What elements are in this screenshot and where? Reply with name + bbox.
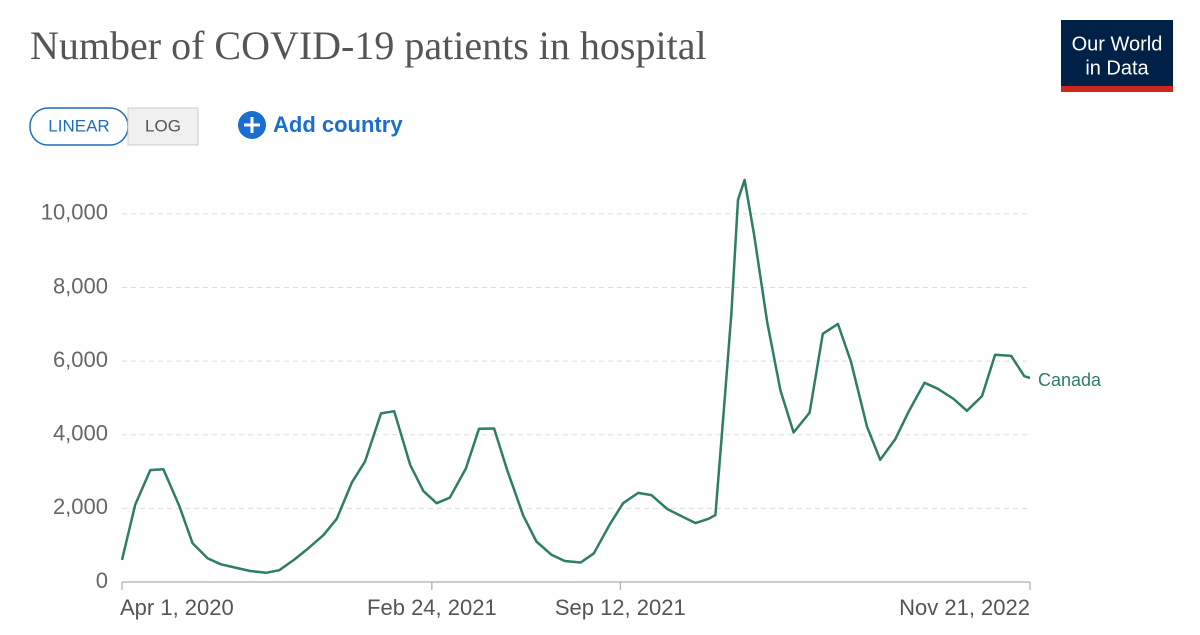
chart-title: Number of COVID-19 patients in hospital	[30, 23, 707, 68]
data-line	[120, 178, 1031, 575]
y-tick-label: 0	[96, 568, 108, 593]
logo-text: in Data	[1085, 57, 1149, 79]
plus-icon	[244, 117, 260, 133]
y-tick-label: 10,000	[41, 200, 108, 225]
y-tick-label: 8,000	[53, 273, 108, 298]
logo-box[interactable]	[1061, 20, 1173, 86]
y-tick-label: 6,000	[53, 347, 108, 372]
add-country-button[interactable]: Add country	[238, 111, 403, 139]
x-tick-label: Sep 12, 2021	[555, 595, 686, 620]
scale-toggle: LINEAR LOG	[29, 107, 199, 146]
x-tick-label: Nov 21, 2022	[899, 595, 1030, 620]
scale-button[interactable]	[127, 107, 199, 146]
y-tick-label: 4,000	[53, 421, 108, 446]
y-tick-label: 2,000	[53, 494, 108, 519]
scale-button-label[interactable]: LOG	[145, 116, 181, 135]
x-tick-label: Feb 24, 2021	[367, 595, 497, 620]
add-country-label[interactable]: Add country	[273, 112, 403, 137]
logo-text: Our World	[1072, 33, 1163, 55]
scale-button-label[interactable]: LINEAR	[48, 116, 109, 135]
x-tick-label: Apr 1, 2020	[120, 595, 234, 620]
logo-bar	[1061, 86, 1173, 92]
series-label: Canada	[1038, 370, 1102, 390]
